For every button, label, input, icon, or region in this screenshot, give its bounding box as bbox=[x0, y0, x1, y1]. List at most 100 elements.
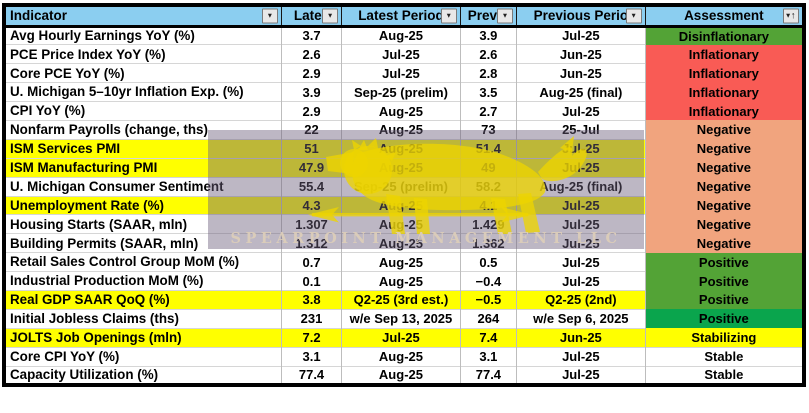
indicator-cell: Core CPI YoY (%) bbox=[4, 346, 282, 367]
latest-cell: 3.8 bbox=[281, 289, 343, 310]
previous-cell: 0.5 bbox=[460, 252, 518, 272]
latest-cell: 3.7 bbox=[281, 26, 343, 45]
indicator-cell: U. Michigan 5–10yr Inflation Exp. (%) bbox=[4, 82, 282, 102]
latest-period-cell: Sep-25 (prelim) bbox=[341, 82, 461, 102]
filter-dropdown-icon[interactable]: ▾ bbox=[440, 8, 457, 23]
assessment-cell: Negative bbox=[645, 139, 804, 159]
latest-cell: 55.4 bbox=[281, 176, 343, 197]
indicator-cell: ISM Manufacturing PMI bbox=[4, 157, 282, 178]
latest-period-cell: Jul-25 bbox=[341, 63, 461, 83]
assessment-cell: Negative bbox=[645, 177, 804, 197]
previous-cell: 51.4 bbox=[460, 138, 518, 159]
table-row: Retail Sales Control Group MoM (%) 0.7 A… bbox=[4, 252, 804, 272]
previous-cell: 1.429 bbox=[460, 214, 518, 234]
latest-period-cell: Aug-25 bbox=[341, 119, 461, 140]
table-row: Initial Jobless Claims (ths) 231 w/e Sep… bbox=[4, 308, 804, 329]
table-row: U. Michigan 5–10yr Inflation Exp. (%) 3.… bbox=[4, 82, 804, 102]
previous-period-cell: Jun-25 bbox=[516, 44, 646, 64]
latest-cell: 231 bbox=[281, 308, 343, 329]
indicator-cell: Retail Sales Control Group MoM (%) bbox=[4, 252, 282, 272]
header-assessment-label: Assessment bbox=[684, 8, 764, 24]
table-row: Housing Starts (SAAR, mln) 1.307 Aug-25 … bbox=[4, 214, 804, 234]
latest-cell: 3.9 bbox=[281, 82, 343, 102]
assessment-cell: Stable bbox=[645, 365, 804, 385]
assessment-cell: Negative bbox=[645, 158, 804, 178]
table-row: PCE Price Index YoY (%) 2.6 Jul-25 2.6 J… bbox=[4, 44, 804, 64]
table-row: JOLTS Job Openings (mln) 7.2 Jul-25 7.4 … bbox=[4, 327, 804, 348]
table-row: Real GDP SAAR QoQ (%) 3.8 Q2-25 (3rd est… bbox=[4, 289, 804, 310]
header-indicator: Indicator ▾ bbox=[4, 5, 282, 28]
latest-cell: 2.6 bbox=[281, 44, 343, 64]
table-row: Building Permits (SAAR, mln) 1.312 Aug-2… bbox=[4, 233, 804, 253]
assessment-cell: Negative bbox=[645, 233, 804, 253]
indicator-cell: U. Michigan Consumer Sentiment bbox=[4, 176, 282, 197]
latest-period-cell: Aug-25 bbox=[341, 346, 461, 367]
table-header: Indicator ▾ Lates ▾ Latest Period ▾ Prev… bbox=[4, 5, 804, 28]
filter-dropdown-sort-icon[interactable]: ▾ ↑ bbox=[783, 8, 799, 23]
previous-period-cell: Jul-25 bbox=[516, 252, 646, 272]
previous-cell: 73 bbox=[460, 119, 518, 140]
filter-dropdown-icon[interactable]: ▾ bbox=[625, 8, 642, 23]
assessment-cell: Positive bbox=[645, 252, 804, 272]
assessment-cell: Inflationary bbox=[645, 44, 804, 64]
indicator-cell: Core PCE YoY (%) bbox=[4, 63, 282, 83]
indicator-cell: Initial Jobless Claims (ths) bbox=[4, 308, 282, 329]
indicator-cell: Avg Hourly Earnings YoY (%) bbox=[4, 26, 282, 45]
indicator-cell: Housing Starts (SAAR, mln) bbox=[4, 214, 282, 234]
indicator-cell: Building Permits (SAAR, mln) bbox=[4, 233, 282, 253]
indicator-cell: Real GDP SAAR QoQ (%) bbox=[4, 289, 282, 310]
table-row: Core PCE YoY (%) 2.9 Jul-25 2.8 Jun-25 I… bbox=[4, 63, 804, 83]
assessment-cell: Negative bbox=[645, 214, 804, 234]
assessment-cell: Stabilizing bbox=[645, 328, 804, 348]
sort-up-icon: ↑ bbox=[790, 10, 796, 21]
previous-cell: 2.8 bbox=[460, 63, 518, 83]
latest-period-cell: Aug-25 bbox=[341, 26, 461, 45]
previous-cell: 7.4 bbox=[460, 327, 518, 348]
previous-cell: 77.4 bbox=[460, 365, 518, 385]
previous-period-cell: Jul-25 bbox=[516, 365, 646, 385]
latest-period-cell: Aug-25 bbox=[341, 233, 461, 253]
assessment-cell: Negative bbox=[645, 120, 804, 140]
latest-cell: 3.1 bbox=[281, 346, 343, 367]
filter-dropdown-icon[interactable]: ▾ bbox=[261, 8, 278, 23]
filter-dropdown-icon[interactable]: ▾ bbox=[497, 8, 514, 23]
assessment-cell: Disinflationary bbox=[645, 26, 804, 45]
previous-period-cell: Q2-25 (2nd) bbox=[516, 289, 646, 310]
indicator-cell: CPI YoY (%) bbox=[4, 101, 282, 121]
table-row: Nonfarm Payrolls (change, ths) 22 Aug-25… bbox=[4, 119, 804, 140]
header-latest-label: Lates bbox=[293, 8, 330, 24]
indicator-cell: PCE Price Index YoY (%) bbox=[4, 44, 282, 64]
previous-cell: 49 bbox=[460, 157, 518, 178]
assessment-cell: Inflationary bbox=[645, 63, 804, 83]
table-row: Industrial Production MoM (%) 0.1 Aug-25… bbox=[4, 271, 804, 291]
table-row: Capacity Utilization (%) 77.4 Aug-25 77.… bbox=[4, 365, 804, 385]
indicator-table: Indicator ▾ Lates ▾ Latest Period ▾ Prev… bbox=[2, 3, 806, 387]
latest-period-cell: Aug-25 bbox=[341, 365, 461, 385]
previous-period-cell: Aug-25 (final) bbox=[516, 176, 646, 197]
previous-cell: 1.362 bbox=[460, 233, 518, 253]
latest-period-cell: Q2-25 (3rd est.) bbox=[341, 289, 461, 310]
indicator-cell: Unemployment Rate (%) bbox=[4, 195, 282, 215]
table-row: Avg Hourly Earnings YoY (%) 3.7 Aug-25 3… bbox=[4, 26, 804, 45]
filter-dropdown-icon[interactable]: ▾ bbox=[322, 8, 339, 23]
latest-cell: 2.9 bbox=[281, 101, 343, 121]
indicator-cell: Industrial Production MoM (%) bbox=[4, 271, 282, 291]
header-latest-period: Latest Period ▾ bbox=[341, 5, 461, 28]
latest-period-cell: Aug-25 bbox=[341, 157, 461, 178]
latest-period-cell: Aug-25 bbox=[341, 195, 461, 215]
latest-cell: 22 bbox=[281, 119, 343, 140]
table-row: Unemployment Rate (%) 4.3 Aug-25 4.1 Jul… bbox=[4, 195, 804, 215]
header-previous: Previo ▾ bbox=[460, 5, 518, 28]
previous-cell: 3.5 bbox=[460, 82, 518, 102]
assessment-cell: Stable bbox=[645, 346, 804, 367]
table-row: ISM Manufacturing PMI 47.9 Aug-25 49 Jul… bbox=[4, 157, 804, 178]
table-row: U. Michigan Consumer Sentiment 55.4 Sep-… bbox=[4, 176, 804, 197]
assessment-cell: Inflationary bbox=[645, 101, 804, 121]
table-row: Core CPI YoY (%) 3.1 Aug-25 3.1 Jul-25 S… bbox=[4, 346, 804, 367]
assessment-cell: Positive bbox=[645, 271, 804, 291]
previous-period-cell: Jul-25 bbox=[516, 233, 646, 253]
latest-period-cell: Aug-25 bbox=[341, 101, 461, 121]
latest-cell: 2.9 bbox=[281, 63, 343, 83]
previous-period-cell: w/e Sep 6, 2025 bbox=[516, 308, 646, 329]
